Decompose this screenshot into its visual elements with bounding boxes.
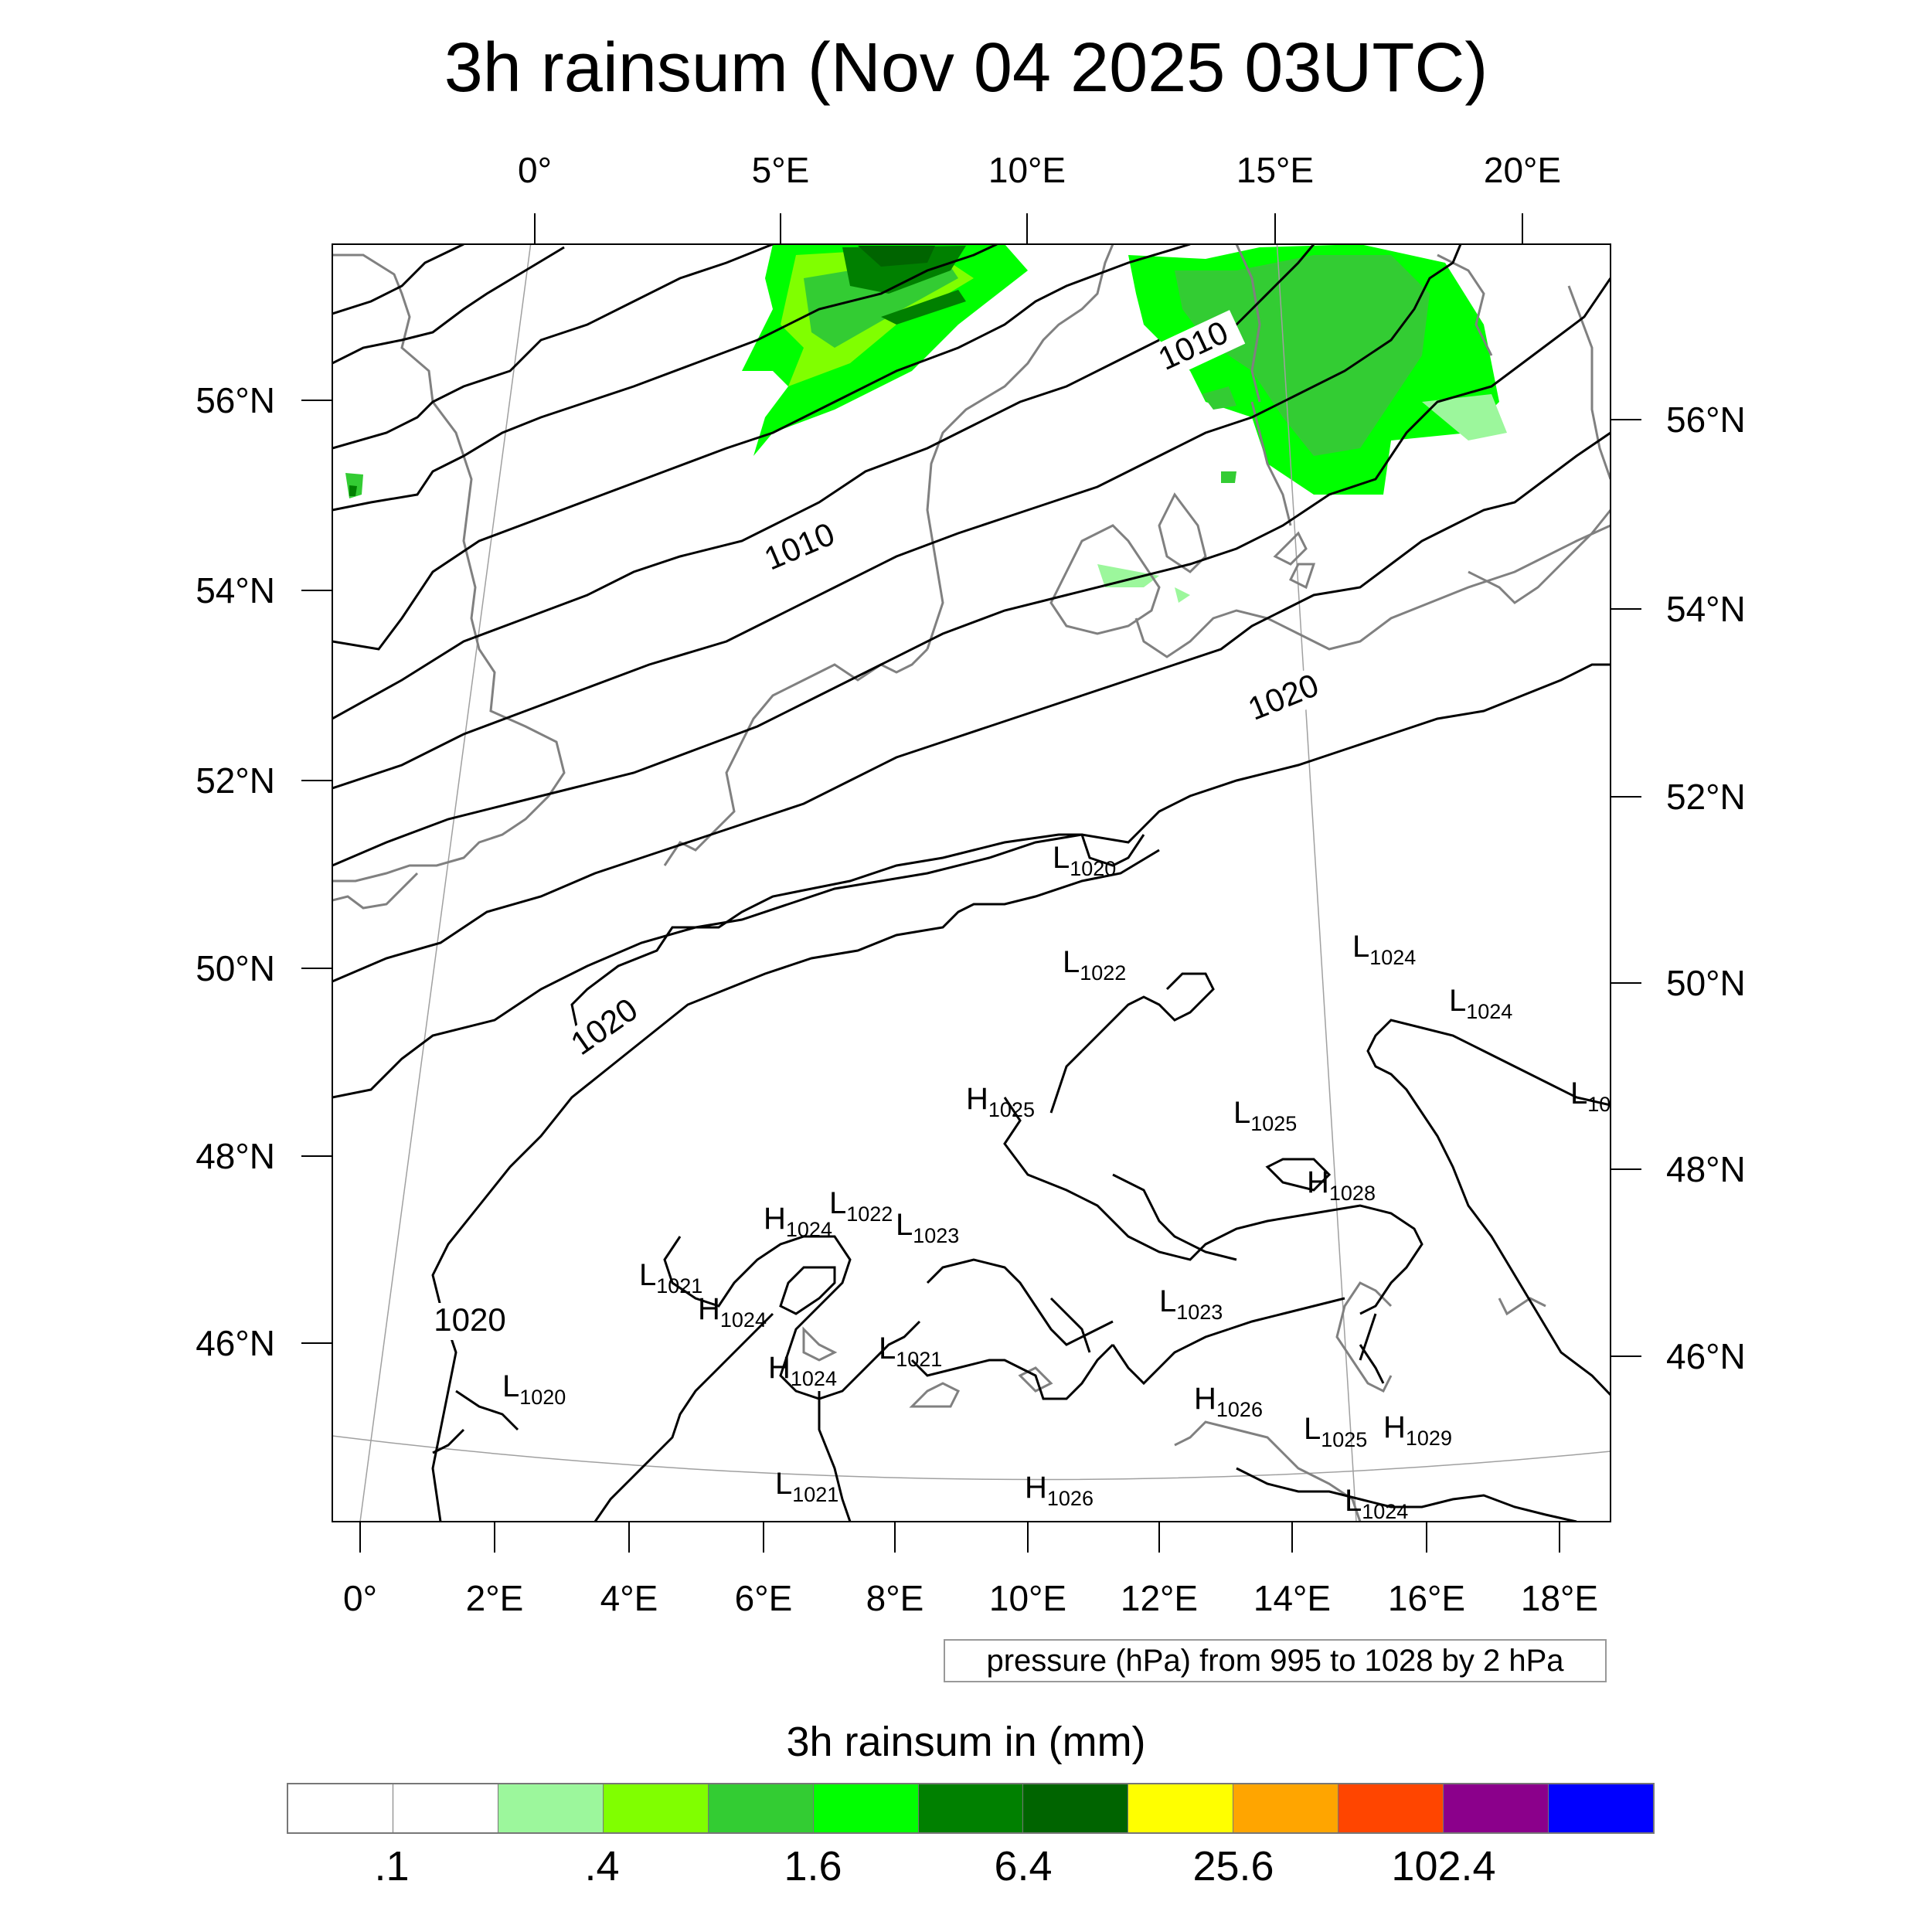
pressure-note: pressure (hPa) from 995 to 1028 by 2 hPa: [944, 1639, 1607, 1682]
rain-spot-denmark-2: [1175, 587, 1190, 603]
colorbar-label: .4: [584, 1843, 620, 1889]
colorbar-swatch: [1444, 1784, 1549, 1832]
top-lon-labels: 0° 5°E 10°E 15°E 20°E: [518, 150, 1561, 190]
colorbar: [287, 1783, 1655, 1834]
colorbar-swatch: [288, 1784, 393, 1832]
pressure-center-label: L10: [1570, 1077, 1611, 1116]
colorbar-swatch: [1023, 1784, 1129, 1832]
colorbar-swatch: [1549, 1784, 1653, 1832]
chart-title: 3h rainsum (Nov 04 2025 03UTC): [444, 29, 1488, 107]
rain-area-baltic-light: [1422, 394, 1507, 440]
colorbar-swatch: [813, 1784, 919, 1832]
pressure-center-label: L1022: [1063, 945, 1126, 985]
colorbar-swatch: [603, 1784, 709, 1832]
bottom-lon-label: 6°E: [735, 1578, 793, 1618]
top-lon-label: 20°E: [1484, 150, 1561, 190]
pressure-center-label: H1024: [764, 1202, 832, 1241]
rain-spot-baltic-small-2: [1221, 471, 1236, 483]
pressure-center-label: H1024: [698, 1292, 767, 1332]
colorbar-label: 25.6: [1192, 1843, 1274, 1889]
left-lat-label: 48°N: [196, 1136, 275, 1176]
rain-band-inner: [881, 290, 966, 325]
pressure-center-label: L1022: [829, 1186, 893, 1226]
rain-spot-uk-dark: [349, 485, 357, 496]
pressure-center-label: L1025: [1304, 1412, 1367, 1451]
pressure-center-label: H1025: [966, 1082, 1035, 1121]
pressure-centers: L1020 L1022 L1024 L1024 L10 H1025 L1025 H1028 H1…: [502, 841, 1611, 1523]
top-lon-label: 0°: [518, 150, 552, 190]
right-lat-labels: 56°N 54°N 52°N 50°N 48°N 46°N: [1666, 400, 1746, 1376]
pressure-center-label: L1021: [879, 1332, 942, 1371]
colorbar-label: 1.6: [784, 1843, 842, 1889]
bottom-lon-label: 14°E: [1253, 1578, 1331, 1618]
pressure-center-label: L1023: [1159, 1284, 1223, 1324]
bottom-lon-label: 2°E: [466, 1578, 524, 1618]
rain-area-north-sea-darkest: [858, 246, 935, 267]
pressure-center-label: L1023: [896, 1208, 959, 1247]
colorbar-swatch: [1233, 1784, 1339, 1832]
colorbar-swatch: [1338, 1784, 1444, 1832]
pressure-center-label: L1024: [1449, 984, 1512, 1023]
colorbar-label: 6.4: [994, 1843, 1053, 1889]
colorbar-swatch: [708, 1784, 814, 1832]
pressure-center-label: H1026: [1025, 1471, 1094, 1510]
left-lat-label: 50°N: [196, 948, 275, 988]
tick-marks: [301, 213, 1641, 1553]
pressure-center-label: L1020: [1053, 841, 1116, 880]
bottom-lon-label: 18°E: [1521, 1578, 1598, 1618]
pressure-center-label: H1028: [1307, 1165, 1376, 1205]
bottom-lon-label: 4°E: [600, 1578, 658, 1618]
pressure-center-label: H1024: [768, 1351, 837, 1390]
pressure-center-label: L1021: [775, 1467, 838, 1506]
bottom-lon-labels: 0° 2°E 4°E 6°E 8°E 10°E 12°E 14°E 16°E 1…: [343, 1578, 1598, 1618]
bottom-lon-label: 8°E: [866, 1578, 924, 1618]
bottom-lon-label: 12°E: [1121, 1578, 1198, 1618]
colorbar-swatch: [1128, 1784, 1234, 1832]
pressure-center-label: L1024: [1352, 930, 1416, 969]
left-lat-label: 52°N: [196, 760, 275, 801]
rain-area-baltic-mid: [1175, 255, 1430, 456]
pressure-center-label: H1026: [1194, 1382, 1263, 1421]
isobar-label: 1020: [434, 1301, 505, 1338]
isobars: [332, 244, 1611, 1522]
left-lat-label: 46°N: [196, 1323, 275, 1363]
colorbar-title: 3h rainsum in (mm): [786, 1719, 1146, 1765]
top-lon-label: 10°E: [988, 150, 1066, 190]
colorbar-swatch: [918, 1784, 1024, 1832]
right-lat-label: 52°N: [1666, 777, 1746, 817]
left-lat-labels: 56°N 54°N 52°N 50°N 48°N 46°N: [196, 380, 275, 1363]
right-lat-label: 54°N: [1666, 589, 1746, 629]
top-lon-label: 5°E: [752, 150, 810, 190]
colorbar-label: .1: [374, 1843, 410, 1889]
left-lat-label: 54°N: [196, 570, 275, 611]
colorbar-label: 102.4: [1391, 1843, 1496, 1889]
bottom-lon-label: 0°: [343, 1578, 377, 1618]
pressure-center-label: H1029: [1383, 1410, 1452, 1450]
coastlines: [332, 244, 1611, 1522]
left-lat-label: 56°N: [196, 380, 275, 420]
bottom-lon-label: 10°E: [989, 1578, 1066, 1618]
rain-spot-baltic-small: [1202, 386, 1236, 410]
rain-field: [345, 244, 1507, 603]
rain-spot-denmark: [1097, 564, 1159, 587]
top-lon-label: 15°E: [1236, 150, 1314, 190]
right-lat-label: 50°N: [1666, 963, 1746, 1003]
pressure-center-label: L1025: [1233, 1096, 1297, 1135]
right-lat-label: 46°N: [1666, 1336, 1746, 1376]
bottom-lon-label: 16°E: [1388, 1578, 1465, 1618]
pressure-center-label: L1020: [502, 1369, 566, 1409]
colorbar-swatch: [393, 1784, 498, 1832]
right-lat-label: 48°N: [1666, 1149, 1746, 1189]
colorbar-swatch: [498, 1784, 604, 1832]
map-border: [332, 243, 1611, 1522]
pressure-center-label: L1024: [1345, 1484, 1408, 1523]
map-frame: [332, 244, 1611, 1522]
right-lat-label: 56°N: [1666, 400, 1746, 440]
pressure-center-label: L1021: [639, 1258, 702, 1298]
